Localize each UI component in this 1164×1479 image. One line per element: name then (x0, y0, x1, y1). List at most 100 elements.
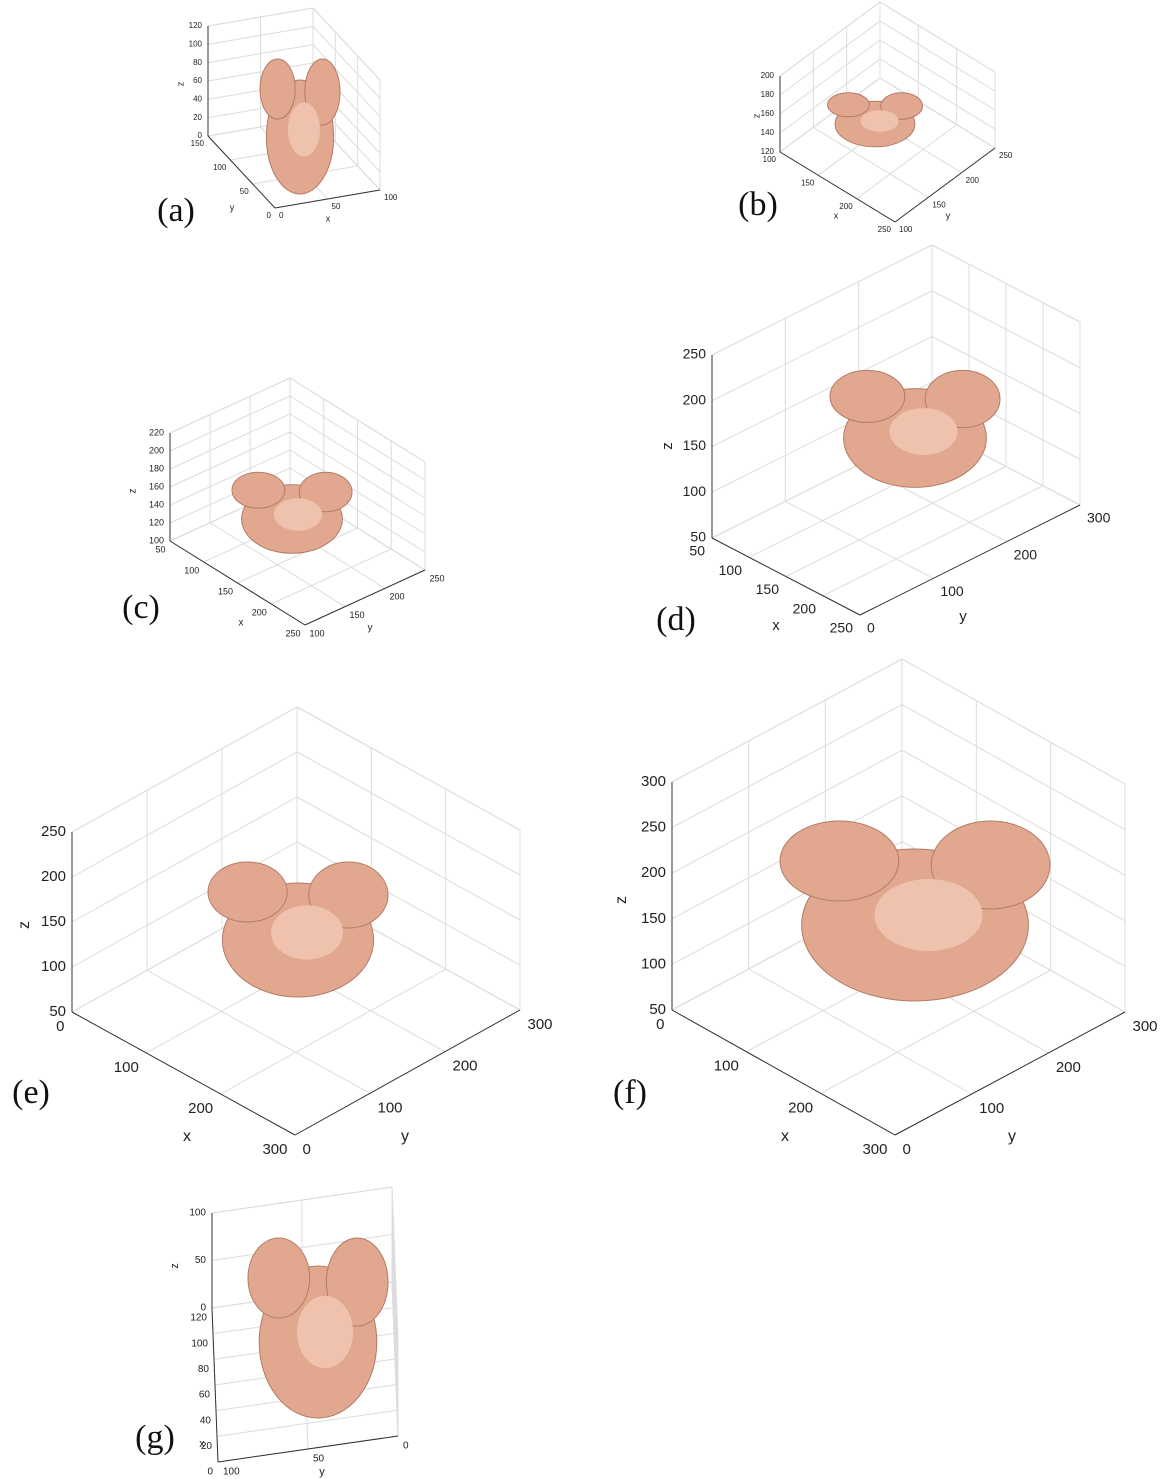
z-tick-label: 200 (641, 864, 666, 881)
y-tick-label: 300 (1087, 510, 1111, 526)
z-tick-label: 120 (149, 517, 164, 527)
y-tick-label: 300 (1133, 1018, 1158, 1035)
y-tick-label: 200 (390, 592, 405, 602)
grid-line (170, 414, 290, 469)
z-axis-name: z (175, 81, 185, 86)
z-axis-name: z (613, 896, 630, 904)
x-tick-label: 200 (839, 202, 853, 211)
surface-shade (288, 103, 320, 157)
y-tick-label: 100 (213, 163, 227, 172)
surface (260, 59, 340, 194)
x-tick-label: 120 (190, 1313, 207, 1324)
surface-shade (861, 110, 899, 132)
x-tick-label: 250 (285, 628, 300, 638)
z-axis-name: z (659, 442, 676, 450)
grid-line (780, 2, 880, 76)
z-tick-label: 60 (193, 76, 202, 85)
axis-line (895, 1012, 1125, 1135)
y-axis-name: y (959, 608, 967, 625)
z-tick-label: 180 (761, 90, 775, 99)
z-tick-label: 120 (189, 21, 203, 30)
surface-shade (271, 906, 343, 960)
z-axis-name: z (169, 1263, 181, 1269)
y-tick-label: 100 (378, 1099, 403, 1116)
y-tick-label: 150 (350, 610, 365, 620)
grid-line (297, 752, 520, 875)
y-tick-label: 200 (966, 176, 980, 185)
x-tick-label: 0 (656, 1016, 664, 1033)
x-tick-label: 100 (719, 562, 743, 578)
x-tick-label: 300 (862, 1141, 887, 1158)
axis-line (295, 1010, 520, 1135)
z-tick-label: 250 (641, 819, 666, 836)
panel-label: (g) (135, 1419, 175, 1456)
surface-lobe (780, 821, 899, 901)
grid-line (712, 245, 932, 355)
x-tick-label: 100 (714, 1058, 739, 1075)
z-tick-label: 20 (193, 113, 202, 122)
y-axis-name: y (230, 202, 235, 212)
z-axis-name: z (16, 921, 33, 929)
y-tick-label: 0 (267, 211, 272, 220)
y-axis-name: y (368, 623, 373, 634)
x-tick-label: 0 (279, 211, 284, 220)
y-axis-name: y (401, 1128, 409, 1145)
x-axis-name: x (326, 213, 331, 223)
grid-line (72, 752, 297, 877)
x-tick-label: 50 (332, 202, 341, 211)
grid-line (672, 659, 902, 782)
y-tick-label: 100 (310, 628, 325, 638)
y-tick-label: 100 (940, 583, 964, 599)
surface (828, 93, 923, 147)
grid-line (880, 2, 995, 72)
z-tick-label: 160 (149, 481, 164, 491)
x-tick-label: 100 (763, 155, 777, 164)
z-tick-label: 100 (641, 955, 666, 972)
z-tick-label: 200 (149, 445, 164, 455)
surface-lobe (248, 1238, 310, 1318)
panel-label: (f) (613, 1074, 647, 1111)
grid-line (780, 21, 880, 95)
x-tick-label: 0 (207, 1467, 213, 1478)
x-tick-label: 0 (56, 1018, 64, 1035)
panel-label: (e) (12, 1074, 50, 1111)
grid-line (170, 396, 290, 451)
z-tick-label: 180 (149, 463, 164, 473)
y-tick-label: 0 (867, 620, 875, 636)
x-tick-label: 200 (788, 1099, 813, 1116)
z-tick-label: 200 (683, 391, 707, 407)
surface-lobe (232, 472, 285, 508)
z-tick-label: 50 (195, 1255, 207, 1266)
surface-shade (890, 408, 958, 455)
z-tick-label: 80 (193, 58, 202, 67)
grid-line (170, 378, 290, 433)
surface-shade (875, 879, 983, 951)
x-tick-label: 60 (199, 1390, 211, 1401)
grid-line (785, 501, 933, 578)
grid-line (880, 21, 995, 91)
z-tick-label: 250 (683, 346, 707, 362)
x-axis-name: x (834, 210, 839, 220)
axis-line (860, 505, 1080, 615)
z-tick-label: 100 (683, 483, 707, 499)
z-axis-name: z (751, 113, 761, 118)
y-tick-label: 50 (240, 187, 249, 196)
y-tick-label: 0 (903, 1141, 911, 1158)
y-tick-label: 200 (1056, 1059, 1081, 1076)
grid-line (72, 707, 297, 832)
y-tick-label: 0 (403, 1441, 409, 1452)
y-axis-name: y (1008, 1128, 1016, 1145)
x-tick-label: 150 (218, 586, 233, 596)
x-tick-label: 100 (184, 565, 199, 575)
z-tick-label: 100 (41, 958, 66, 975)
x-tick-label: 250 (830, 620, 854, 636)
axis-line (672, 1010, 895, 1135)
grid-line (902, 659, 1125, 784)
panel: 020406080100120050100150050100xyz(a) (157, 8, 398, 229)
x-axis-name: x (183, 1128, 191, 1145)
x-axis-name: x (772, 617, 780, 634)
x-tick-label: 100 (114, 1059, 139, 1076)
